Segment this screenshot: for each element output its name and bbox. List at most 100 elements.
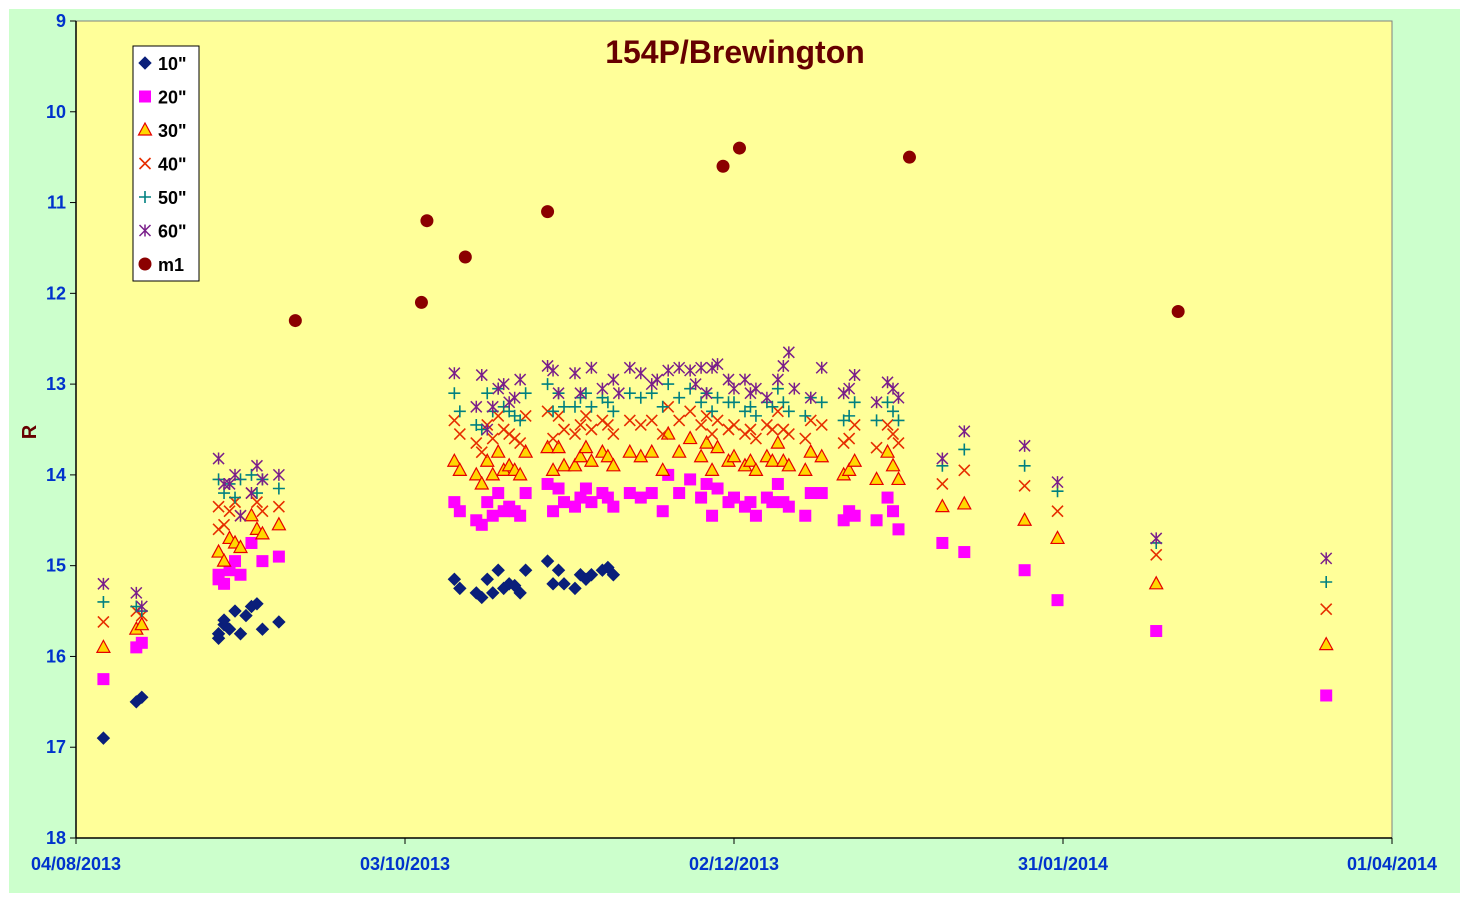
data-point bbox=[890, 471, 907, 486]
legend-label: 20" bbox=[158, 88, 187, 108]
data-point bbox=[623, 414, 636, 427]
plot-area bbox=[75, 20, 1393, 839]
data-point bbox=[771, 405, 784, 418]
data-point bbox=[468, 466, 484, 481]
series-group bbox=[97, 468, 1333, 702]
data-point bbox=[656, 505, 669, 518]
data-point bbox=[958, 425, 971, 438]
data-point bbox=[475, 423, 488, 436]
data-point bbox=[671, 443, 687, 458]
data-point bbox=[656, 400, 669, 413]
data-point bbox=[799, 409, 812, 422]
y-tick-label: 12 bbox=[46, 283, 66, 303]
data-point bbox=[673, 487, 686, 500]
data-point bbox=[749, 432, 762, 445]
data-point bbox=[578, 439, 594, 454]
data-point bbox=[956, 495, 972, 510]
data-point bbox=[475, 369, 488, 382]
data-point bbox=[97, 577, 110, 590]
y-tick-label: 9 bbox=[56, 11, 66, 31]
data-point bbox=[492, 409, 505, 422]
data-point bbox=[479, 453, 495, 467]
data-point bbox=[892, 414, 905, 427]
data-point bbox=[448, 367, 461, 380]
data-point bbox=[256, 505, 269, 518]
data-point bbox=[130, 586, 143, 599]
data-point bbox=[782, 500, 795, 513]
data-point bbox=[781, 457, 797, 472]
x-tick-label: 01/04/2014 bbox=[1347, 854, 1437, 874]
data-point bbox=[486, 400, 499, 413]
data-point bbox=[1051, 594, 1064, 607]
data-point bbox=[958, 443, 971, 456]
data-point bbox=[547, 405, 560, 418]
data-point bbox=[492, 487, 505, 500]
data-marks bbox=[95, 141, 1334, 745]
data-point bbox=[453, 505, 466, 518]
data-point bbox=[135, 636, 148, 649]
data-point bbox=[567, 457, 583, 472]
data-point bbox=[1320, 689, 1333, 702]
data-point bbox=[475, 590, 489, 605]
data-point bbox=[1150, 532, 1163, 545]
data-point bbox=[699, 434, 715, 449]
data-point bbox=[557, 423, 571, 436]
data-point bbox=[797, 462, 813, 476]
legend-marker bbox=[139, 191, 151, 203]
data-point bbox=[748, 462, 764, 476]
data-point bbox=[711, 358, 724, 371]
data-point bbox=[558, 400, 571, 413]
data-point bbox=[579, 409, 593, 422]
data-point bbox=[848, 418, 861, 432]
data-point bbox=[601, 560, 615, 575]
data-point bbox=[540, 554, 555, 568]
data-point bbox=[250, 487, 263, 500]
data-point bbox=[1150, 625, 1163, 638]
data-point bbox=[777, 396, 790, 409]
data-point bbox=[474, 475, 490, 490]
x-tick-label: 02/12/2013 bbox=[689, 854, 779, 874]
legend-label: 10" bbox=[158, 54, 187, 74]
y-tick-label: 11 bbox=[47, 193, 66, 213]
data-point bbox=[645, 487, 658, 500]
data-point bbox=[700, 387, 713, 400]
data-point bbox=[711, 391, 724, 404]
data-point bbox=[485, 466, 501, 481]
data-point bbox=[216, 552, 232, 567]
data-point bbox=[870, 441, 883, 454]
data-point bbox=[271, 516, 287, 531]
data-point bbox=[486, 509, 499, 522]
data-point bbox=[547, 505, 560, 518]
data-point bbox=[656, 427, 669, 441]
data-point bbox=[623, 361, 636, 374]
data-point bbox=[711, 482, 724, 495]
data-point bbox=[475, 446, 488, 459]
data-point bbox=[1320, 603, 1333, 616]
legend-marker bbox=[138, 56, 152, 70]
data-point bbox=[1018, 564, 1031, 577]
data-point bbox=[414, 295, 428, 309]
data-point bbox=[212, 568, 225, 581]
x-tick-label: 31/01/2014 bbox=[1018, 854, 1108, 874]
data-point bbox=[234, 509, 247, 522]
data-point bbox=[557, 577, 571, 591]
data-point bbox=[655, 462, 671, 476]
data-point bbox=[512, 466, 528, 481]
data-point bbox=[95, 639, 111, 653]
data-point bbox=[607, 500, 620, 513]
data-point bbox=[243, 507, 259, 522]
data-point bbox=[223, 505, 236, 518]
data-point bbox=[684, 473, 697, 486]
data-point bbox=[847, 453, 863, 467]
data-point bbox=[211, 627, 226, 641]
data-point bbox=[481, 496, 494, 509]
data-point bbox=[514, 414, 527, 427]
data-point bbox=[547, 364, 560, 377]
data-point bbox=[880, 443, 896, 458]
data-point bbox=[749, 409, 762, 422]
data-point bbox=[958, 464, 971, 477]
data-point bbox=[804, 487, 817, 500]
y-tick-label: 10 bbox=[46, 102, 66, 122]
data-point bbox=[645, 414, 658, 427]
data-point bbox=[552, 482, 565, 495]
